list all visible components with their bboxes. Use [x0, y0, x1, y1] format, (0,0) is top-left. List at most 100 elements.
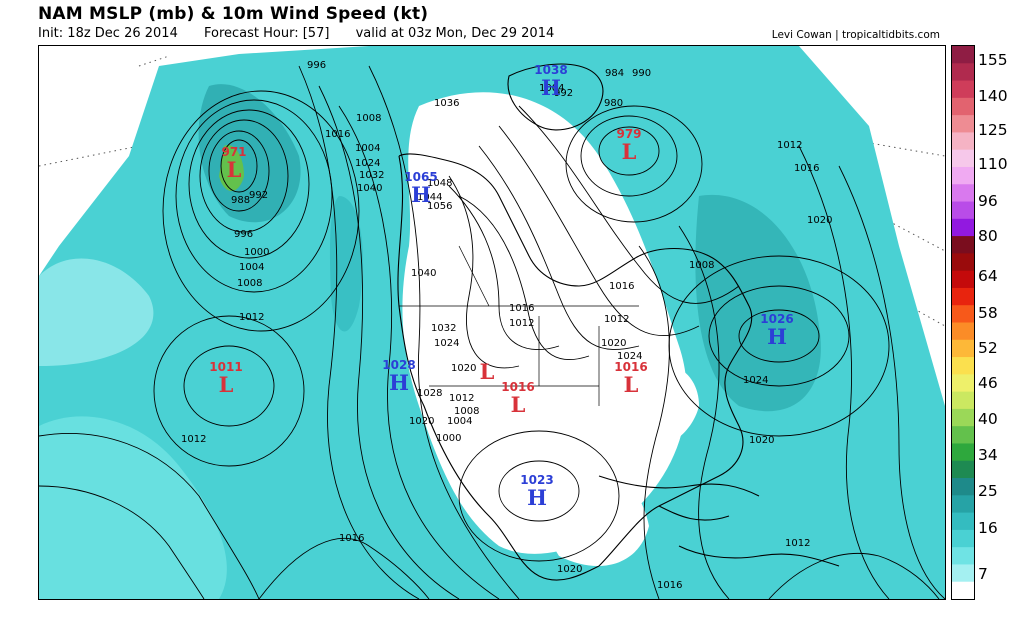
- pressure-center-letter: L: [219, 372, 234, 397]
- isobar-label: 1024: [617, 351, 642, 362]
- colorbar-swatch: [952, 132, 974, 151]
- isobar-label: 1016: [509, 303, 534, 314]
- colorbar-tick-label: 46: [978, 374, 998, 392]
- isobar-label: 980: [604, 98, 623, 109]
- isobar-lines: [39, 65, 945, 599]
- pressure-center-letter: L: [480, 359, 495, 384]
- colorbar-swatch: [952, 512, 974, 531]
- map-panel: 996 1016 1008 1004 1024 1032 1040 988 992 996 1000…: [38, 45, 946, 600]
- isobar-label: 984: [605, 68, 624, 79]
- pressure-center-letter: H: [527, 485, 547, 510]
- isobar-label: 1024: [355, 158, 380, 169]
- isobar-label: 1008: [237, 278, 262, 289]
- pressure-center-value: 1016: [501, 380, 534, 394]
- pressure-center-letter: L: [624, 372, 639, 397]
- colorbar-swatch: [952, 270, 974, 289]
- colorbar-swatch: [952, 443, 974, 462]
- colorbar-tick-label: 52: [978, 339, 998, 357]
- colorbar-tick-label: 58: [978, 304, 998, 322]
- isobar-label: 1004: [355, 143, 380, 154]
- isobar-label: 1008: [356, 113, 381, 124]
- pressure-center-value: 1038: [534, 63, 567, 77]
- isobar-label: 1040: [411, 268, 436, 279]
- colorbar-tick-label: 155: [978, 51, 1008, 69]
- colorbar-tick-label: 34: [978, 446, 998, 464]
- colorbar-swatch: [952, 408, 974, 427]
- pressure-centers-group: 971L1011L1065H1038H979L1026H1016L1016L10…: [209, 63, 793, 510]
- wind-speed-field: [39, 46, 945, 599]
- colorbar-tick-label: 16: [978, 519, 998, 537]
- colorbar-swatch: [952, 115, 974, 133]
- pressure-center-letter: L: [622, 139, 637, 164]
- colorbar-swatch: [952, 201, 974, 220]
- isobar-label: 1016: [325, 129, 350, 140]
- colorbar-swatch: [952, 495, 974, 514]
- isobar-label: 1004: [239, 262, 264, 273]
- isobar-label: 996: [234, 229, 253, 240]
- isobar-label: 1004: [447, 416, 472, 427]
- colorbar-tick-label: 64: [978, 267, 998, 285]
- isobar-label: 992: [554, 88, 573, 99]
- isobar-label: 1012: [181, 434, 206, 445]
- isobar-label: 996: [307, 60, 326, 71]
- colorbar-swatch: [952, 149, 974, 168]
- isobar-label: 1008: [454, 406, 479, 417]
- colorbar-tick-label: 7: [978, 565, 988, 583]
- pressure-center-value: 1026: [760, 312, 793, 326]
- pressure-center-letter: L: [511, 392, 526, 417]
- colorbar-swatch: [952, 357, 974, 375]
- isobar-label-group: 9961016100810041024103210409889929961000…: [181, 60, 832, 591]
- isobar-label: 1008: [689, 260, 714, 271]
- chart-subtitle: Init: 18z Dec 26 2014 Forecast Hour: [57…: [38, 26, 576, 41]
- low-pressure-center: L: [480, 359, 495, 384]
- isobar-label: 1016: [657, 580, 682, 591]
- colorbar-swatch: [952, 339, 974, 358]
- colorbar-tick-label: 80: [978, 227, 998, 245]
- isobar-label: 1020: [409, 416, 434, 427]
- coastlines: [397, 63, 840, 581]
- isobar-label: 1020: [451, 363, 476, 374]
- isobar-label: 1020: [749, 435, 774, 446]
- isobar-label: 1032: [359, 170, 384, 181]
- init-time: Init: 18z Dec 26 2014: [38, 26, 178, 41]
- isobar-label: 1020: [807, 215, 832, 226]
- colorbar: [951, 45, 975, 600]
- pressure-center-value: 1016: [614, 360, 647, 374]
- colorbar-swatch: [952, 547, 974, 565]
- colorbar-swatch: [952, 322, 974, 341]
- isobar-label: 1012: [449, 393, 474, 404]
- pressure-center-value: 1065: [404, 170, 437, 184]
- pressure-center-value: 979: [616, 127, 641, 141]
- colorbar-swatch: [952, 460, 974, 479]
- isobar-label: 990: [632, 68, 651, 79]
- map-canvas: 9961016100810041024103210409889929961000…: [39, 46, 945, 599]
- colorbar-tick-label: 25: [978, 482, 998, 500]
- isobar-label: 1020: [601, 338, 626, 349]
- colorbar-swatch: [952, 305, 974, 323]
- colorbar-tick-label: 40: [978, 410, 998, 428]
- isobar-label: 1024: [743, 375, 768, 386]
- colorbar-swatch: [952, 97, 974, 116]
- isobar-label: 1040: [357, 183, 382, 194]
- isobar-label: 1000: [244, 247, 269, 258]
- pressure-center-letter: H: [411, 182, 431, 207]
- colorbar-swatch: [952, 80, 974, 99]
- colorbar-tick-label: 140: [978, 87, 1008, 105]
- colorbar-swatch: [952, 581, 974, 600]
- forecast-hour: Forecast Hour: [57]: [203, 26, 330, 41]
- isobar-label: 1012: [239, 312, 264, 323]
- colorbar-swatch: [952, 529, 974, 548]
- isobar-label: 1012: [777, 140, 802, 151]
- pressure-center-value: 1011: [209, 360, 242, 374]
- colorbar-swatch: [952, 166, 974, 185]
- valid-time: valid at 03z Mon, Dec 29 2014: [355, 26, 555, 41]
- pressure-center-letter: L: [227, 157, 242, 182]
- isobar-label: 1056: [427, 201, 452, 212]
- pressure-center-value: 1028: [382, 358, 415, 372]
